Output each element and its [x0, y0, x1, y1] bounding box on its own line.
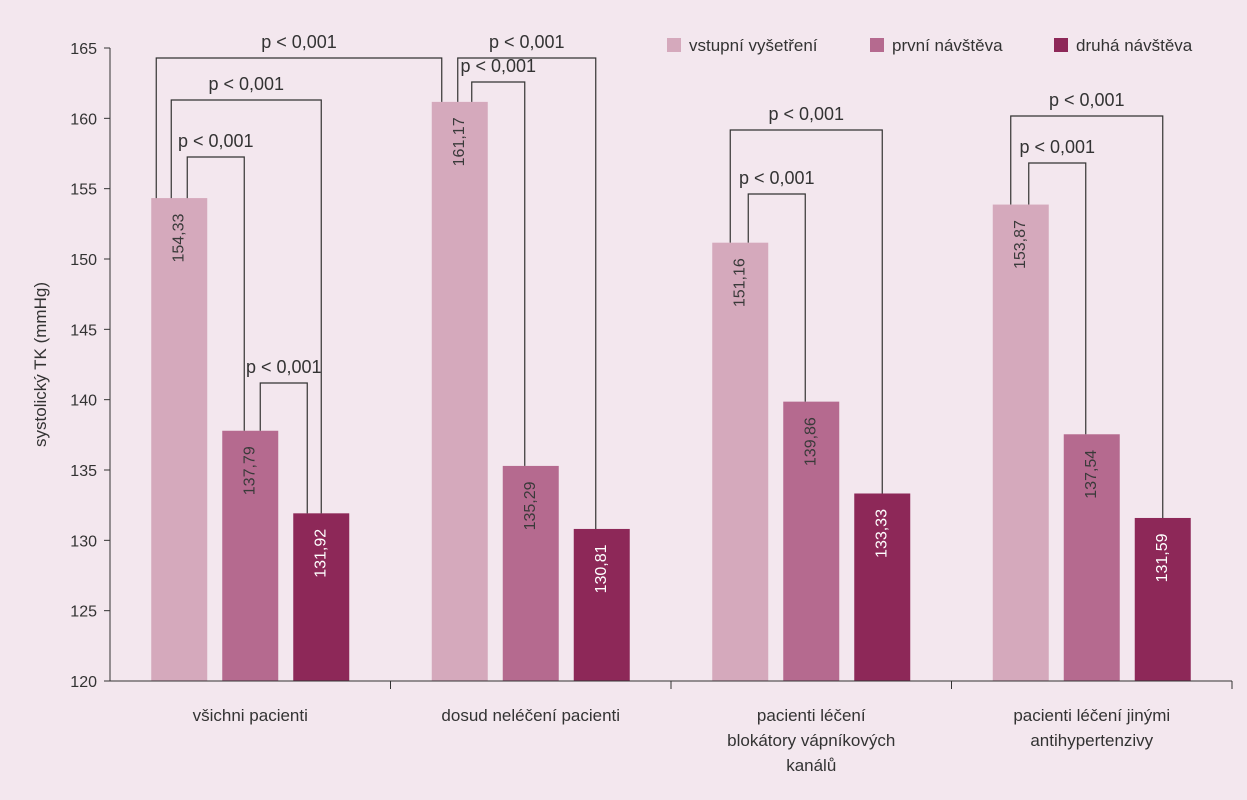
bar: [712, 242, 769, 681]
legend: vstupní vyšetření první návštěva druhá náv…: [667, 36, 1193, 55]
legend-label: první návštěva: [892, 36, 1003, 55]
p-value-label: p < 0,001: [460, 56, 536, 76]
y-tick-label: 125: [70, 604, 97, 621]
significance-bracket: [747, 193, 806, 402]
x-category-label: pacienti léčení: [757, 706, 866, 725]
p-value-label: p < 0,001: [246, 357, 322, 377]
legend-label: druhá návštěva: [1076, 36, 1193, 55]
bar: [222, 430, 279, 681]
y-tick-label: 120: [70, 674, 97, 691]
bar: [431, 101, 488, 681]
bar-value-label: 151,16: [731, 258, 748, 307]
bar: [1134, 517, 1191, 681]
significance-bracket: [186, 156, 245, 431]
x-category-label: blokátory vápníkových: [727, 731, 895, 750]
p-value-label: p < 0,001: [739, 168, 815, 188]
x-category-label: pacienti léčení jinými: [1013, 706, 1170, 725]
x-category-label: antihypertenzivy: [1030, 731, 1153, 750]
bar: [151, 198, 208, 681]
bar-value-label: 135,29: [522, 481, 539, 530]
bar: [573, 528, 630, 681]
bar-value-label: 154,33: [170, 214, 187, 263]
significance-bracket: [1028, 162, 1087, 435]
bar-value-label: 161,17: [451, 117, 468, 166]
significance-bracket: [457, 57, 597, 529]
bar-value-label: 137,79: [241, 446, 258, 495]
legend-swatch: [1054, 38, 1068, 52]
significance-annotations: p < 0,001 p < 0,001 p < 0,001 p < 0,001 p < …: [155, 32, 1164, 529]
significance-bracket: [471, 81, 526, 466]
y-tick-label: 145: [70, 322, 97, 339]
x-category-label: kanálů: [786, 756, 836, 775]
x-category-label: dosud neléčení pacienti: [441, 706, 620, 725]
bar: [1063, 434, 1120, 681]
y-tick-label: 165: [70, 41, 97, 58]
y-tick-label: 135: [70, 463, 97, 480]
legend-swatch: [870, 38, 884, 52]
p-value-label: p < 0,001: [208, 74, 284, 94]
significance-bracket: [155, 57, 443, 199]
y-tick-label: 150: [70, 252, 97, 269]
significance-bracket: [170, 99, 322, 514]
x-category-label: všichni pacienti: [193, 706, 308, 725]
bar-value-label: 153,87: [1012, 220, 1029, 269]
p-value-label: p < 0,001: [1049, 90, 1125, 110]
bar: [293, 513, 350, 681]
significance-bracket: [1010, 115, 1164, 518]
p-value-label: p < 0,001: [1019, 137, 1095, 157]
bar: [992, 204, 1049, 681]
y-axis: 120 125 130 135 140 145 150 155 160 165 systolický…: [31, 41, 111, 691]
bar-value-label: 131,92: [312, 529, 329, 578]
bar-value-label: 133,33: [873, 509, 890, 558]
y-tick-label: 160: [70, 111, 97, 128]
p-value-label: p < 0,001: [261, 32, 337, 52]
legend-label: vstupní vyšetření: [689, 36, 818, 55]
significance-bracket: [729, 129, 883, 494]
bars: 154,33 161,17 151,16 153,87 137,79 135,29 139,…: [151, 101, 1191, 681]
p-value-label: p < 0,001: [178, 131, 254, 151]
legend-swatch: [667, 38, 681, 52]
y-tick-label: 140: [70, 393, 97, 410]
bar-value-label: 139,86: [802, 417, 819, 466]
bar: [502, 465, 559, 681]
y-tick-label: 130: [70, 533, 97, 550]
y-tick-label: 155: [70, 182, 97, 199]
bar: [783, 401, 840, 681]
bar-value-label: 131,59: [1154, 533, 1171, 582]
p-value-label: p < 0,001: [768, 104, 844, 124]
y-axis-label: systolický TK (mmHg): [31, 282, 50, 447]
bar-value-label: 130,81: [593, 544, 610, 593]
significance-bracket: [259, 382, 308, 514]
x-axis: všichni pacienti dosud neléčení pacienti p…: [110, 680, 1233, 775]
p-value-label: p < 0,001: [489, 32, 565, 52]
bar: [854, 493, 911, 681]
bar-value-label: 137,54: [1083, 450, 1100, 499]
